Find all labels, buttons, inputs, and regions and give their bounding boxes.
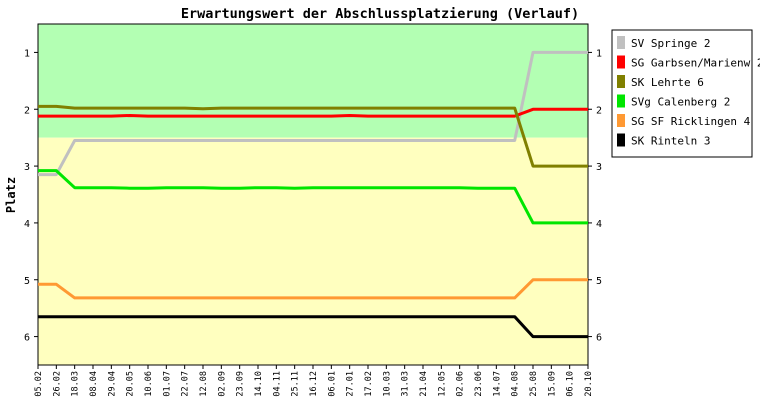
x-tick-label: 01.07 [162,371,172,397]
x-tick-label: 04.11 [272,371,282,397]
x-tick-label: 10.03 [382,371,392,397]
x-tick-label: 14.07 [492,371,502,397]
legend: SV Springe 2 SG Garbsen/Marienw 2 SK Lehrt… [611,29,760,158]
x-tick-label: 18.03 [71,371,81,397]
x-tick-label: 25.08 [529,371,539,397]
series-line-1 [38,107,588,118]
x-tick-label: 16.12 [309,371,319,397]
y-tick-label-left: 5 [24,276,30,287]
x-tick-label: 10.06 [144,371,154,397]
y-tick-label-right: 1 [596,48,602,59]
y-tick-label-left: 3 [24,162,30,173]
y-tick-label-right: 4 [596,219,602,230]
legend-swatch-2 [617,75,625,88]
x-tick-label: 21.04 [419,371,429,397]
plot-area: 1 1 2 2 3 3 4 4 5 5 6 6 05.02 26.02 18.03 08.04 29.04 20.… [24,23,602,397]
series-line-0 [38,50,588,177]
series-line-2 [38,104,588,168]
x-tick-label: 27.01 [346,371,356,397]
plot-band-0 [38,24,588,138]
x-tick-label: 22.07 [181,371,191,397]
y-tick-label-left: 1 [24,48,30,59]
legend-label-3: SVg Calenberg 2 [631,96,730,109]
y-tick-label-right: 5 [596,276,602,287]
x-tick-label: 25.11 [291,371,301,397]
x-tick-label: 17.02 [364,371,374,397]
legend-swatch-1 [617,55,625,69]
x-tick-label: 23.09 [236,371,246,397]
x-tick-label: 31.03 [401,371,411,397]
legend-label-1: SG Garbsen/Marienw 2 [631,57,760,70]
x-tick-label: 26.02 [52,371,62,397]
legend-swatch-5 [617,133,625,147]
x-tick-label: 05.02 [34,371,44,397]
legend-swatch-0 [617,36,625,49]
chart-title: Erwartungswert der Abschlussplatzierung … [181,6,579,22]
legend-swatch-4 [617,114,625,127]
x-tick-label: 20.10 [584,371,594,397]
y-tick-label-left: 6 [24,333,30,344]
x-tick-label: 06.10 [566,371,576,397]
series-line-4 [38,278,588,300]
legend-label-0: SV Springe 2 [631,37,710,50]
x-tick-label: 12.08 [199,371,209,397]
x-tick-label: 20.05 [126,371,136,397]
y-tick-label-right: 2 [596,105,602,116]
x-tick-label: 23.06 [474,371,484,397]
y-tick-label-right: 3 [596,162,602,173]
plot-band-1 [38,137,588,365]
x-tick-label: 02.09 [217,371,227,397]
x-tick-label: 08.04 [89,371,99,397]
x-tick-label: 04.08 [511,371,521,397]
legend-label-2: SK Lehrte 6 [631,76,704,89]
x-tick-label: 06.01 [327,371,337,397]
legend-label-5: SK Rinteln 3 [631,135,710,148]
y-tick-label-right: 6 [596,333,602,344]
legend-label-4: SG SF Ricklingen 4 [631,115,751,128]
x-tick-label: 12.05 [437,371,447,397]
y-tick-label-left: 4 [24,219,30,230]
x-tick-label: 29.04 [107,371,117,397]
series-line-5 [38,315,588,339]
legend-swatch-3 [617,94,625,108]
x-tick-label: 02.06 [456,371,466,397]
x-tick-label: 15.09 [547,371,557,397]
y-axis-label: Platz [4,177,18,213]
legend-box [611,29,753,158]
series-line-3 [38,169,588,225]
y-tick-label-left: 2 [24,105,30,116]
x-tick-label: 14.10 [254,371,264,397]
